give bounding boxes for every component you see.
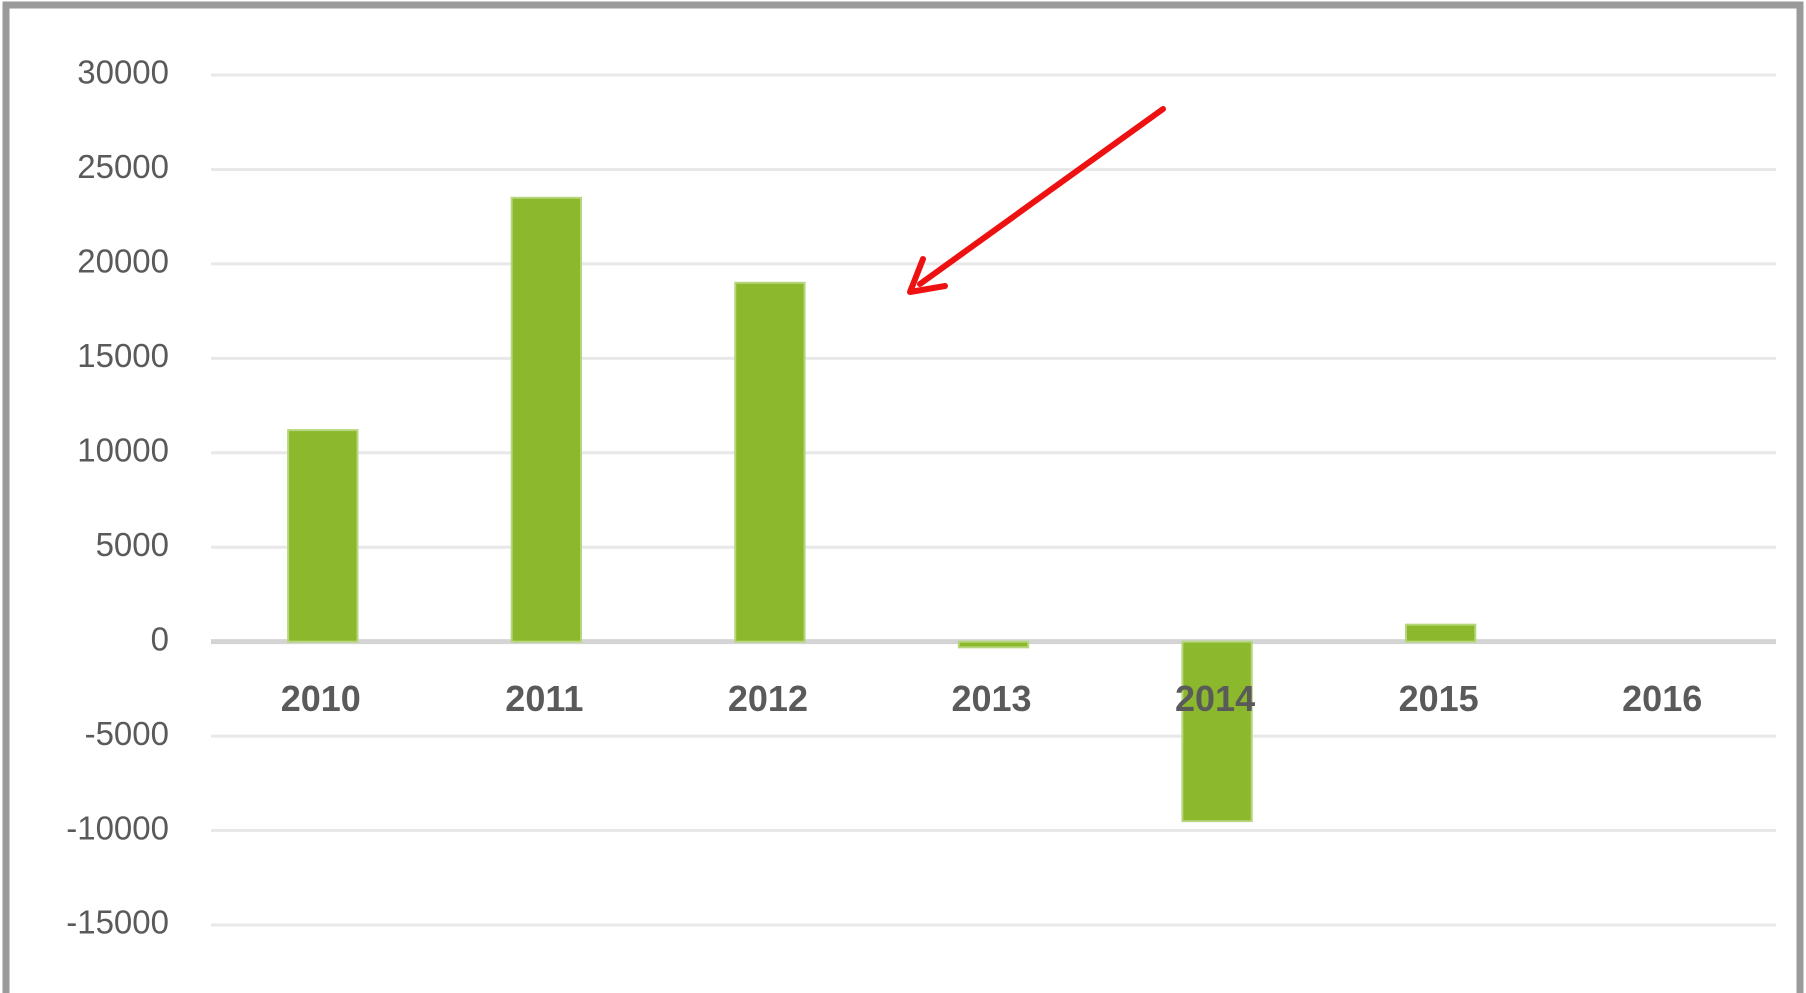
x-tick-label: 2013 <box>951 678 1031 719</box>
x-tick-label: 2010 <box>281 678 361 719</box>
bar <box>1181 640 1253 823</box>
x-tick-label: 2016 <box>1622 678 1702 719</box>
y-tick-label: -15000 <box>66 904 169 941</box>
grid <box>211 73 1776 927</box>
y-tick-label: 5000 <box>96 526 169 563</box>
bar <box>510 196 583 643</box>
arrow-shaft <box>917 106 1166 287</box>
bars <box>287 196 1477 823</box>
arrow-head <box>907 256 948 295</box>
annotation-arrow <box>907 106 1166 295</box>
x-tick-label: 2012 <box>728 678 808 719</box>
y-tick-label: 0 <box>151 620 169 657</box>
x-tick-label: 2015 <box>1399 678 1479 719</box>
x-tick-label: 2011 <box>505 678 583 719</box>
bar <box>1404 623 1477 643</box>
y-tick-label: 20000 <box>77 243 169 280</box>
y-tick-label: -5000 <box>85 715 169 752</box>
bar <box>734 281 806 643</box>
y-tick-label: 15000 <box>77 337 169 374</box>
y-tick-label: 25000 <box>77 148 169 185</box>
labels: -15000 -10000 -5000 0 5000 10000 15000 20000 250… <box>66 54 1702 941</box>
x-tick-label: 2014 <box>1175 678 1255 719</box>
y-tick-label: -10000 <box>66 809 169 846</box>
bar <box>287 429 359 643</box>
y-tick-label: 30000 <box>77 54 169 91</box>
y-tick-label: 10000 <box>77 431 169 468</box>
bar <box>957 640 1030 649</box>
